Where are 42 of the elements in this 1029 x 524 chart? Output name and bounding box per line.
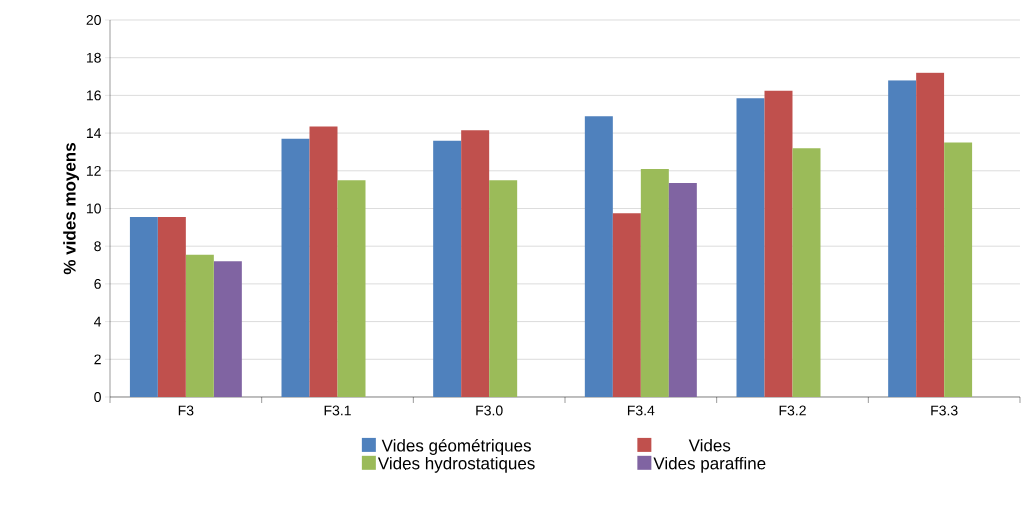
y-tick-label: 16 <box>86 90 101 101</box>
y-axis-title: % vides moyens <box>63 143 80 275</box>
x-tick-label: F3.0 <box>476 405 503 416</box>
x-tick-label: F3.3 <box>931 405 958 416</box>
bar <box>888 80 917 397</box>
legend-label: Vides géométriques <box>381 438 531 455</box>
bar <box>668 183 697 397</box>
y-tick-label: 10 <box>86 203 101 214</box>
x-tick-label: F3.2 <box>779 405 806 416</box>
bar <box>129 216 158 397</box>
bar <box>489 180 518 397</box>
bar <box>584 116 613 397</box>
y-tick-label: 6 <box>94 278 101 289</box>
legend-label: Vides <box>688 439 731 452</box>
bar <box>337 180 366 397</box>
bar <box>916 72 945 397</box>
y-tick-label: 18 <box>86 52 101 63</box>
y-tick-label: 4 <box>94 316 102 327</box>
bar <box>764 90 793 397</box>
bar <box>461 130 490 397</box>
y-tick-label: 2 <box>94 354 101 365</box>
legend-label: Vides hydrostatiques <box>377 456 535 473</box>
y-tick-label: 12 <box>86 165 101 176</box>
x-tick-label: F3.1 <box>324 405 351 416</box>
bar <box>792 148 821 397</box>
bar <box>281 138 310 397</box>
y-tick-label: 0 <box>94 392 101 402</box>
bar <box>736 98 765 397</box>
bar <box>309 126 338 397</box>
bar <box>612 213 641 397</box>
x-tick-label: F3 <box>178 405 194 416</box>
bar <box>213 261 242 397</box>
y-tick-label: 20 <box>86 15 101 25</box>
bar <box>433 140 462 397</box>
y-tick-label: 8 <box>94 241 101 252</box>
bar <box>944 142 973 397</box>
legend-label: Vides paraffine <box>653 456 766 473</box>
bar <box>157 216 186 397</box>
bar <box>640 168 669 397</box>
bar <box>185 254 214 397</box>
x-tick-label: F3.4 <box>627 405 655 416</box>
y-tick-label: 14 <box>86 128 102 138</box>
